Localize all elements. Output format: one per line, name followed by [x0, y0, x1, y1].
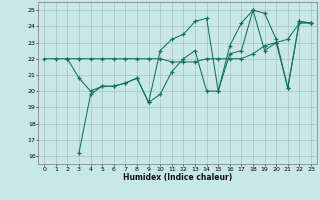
- X-axis label: Humidex (Indice chaleur): Humidex (Indice chaleur): [123, 173, 232, 182]
